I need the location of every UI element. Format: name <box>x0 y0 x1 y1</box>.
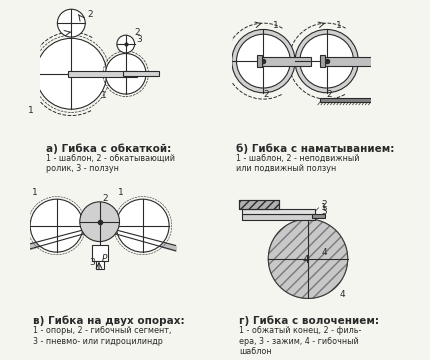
Text: 1 - обжатый конец, 2 - филь-
ера, 3 - зажим, 4 - гибочный
шаблон: 1 - обжатый конец, 2 - филь- ера, 3 - за… <box>239 326 362 356</box>
Text: 4: 4 <box>303 255 309 265</box>
Text: 2: 2 <box>88 10 93 19</box>
Text: 1: 1 <box>336 21 342 30</box>
Circle shape <box>300 34 353 88</box>
Text: 1: 1 <box>273 21 279 30</box>
Text: в) Гибка на двух опорах:: в) Гибка на двух опорах: <box>33 316 184 326</box>
Circle shape <box>36 38 107 109</box>
Text: 3: 3 <box>321 207 327 216</box>
Bar <box>261 57 311 66</box>
Text: 2: 2 <box>135 28 140 37</box>
Text: 1 - опоры, 2 - гибочный сегмент,
3 - пневмо- или гидроцилиндр: 1 - опоры, 2 - гибочный сегмент, 3 - пне… <box>33 326 171 346</box>
Text: 1: 1 <box>117 188 123 197</box>
Bar <box>320 98 372 102</box>
Bar <box>123 71 159 76</box>
Circle shape <box>116 199 169 252</box>
Circle shape <box>237 34 290 88</box>
Circle shape <box>57 9 85 37</box>
Bar <box>95 261 104 269</box>
Text: 1 - шаблон, 2 - обкатывающий
ролик, 3 - ползун: 1 - шаблон, 2 - обкатывающий ролик, 3 - … <box>46 153 175 173</box>
Bar <box>68 71 137 77</box>
Text: б) Гибка с наматыванием:: б) Гибка с наматыванием: <box>236 143 394 154</box>
Text: 2: 2 <box>263 90 269 99</box>
Circle shape <box>232 30 295 93</box>
Text: 1 - шаблон, 2 - неподвижный
или подвижный ползун: 1 - шаблон, 2 - неподвижный или подвижны… <box>236 153 359 173</box>
Text: P: P <box>101 255 107 264</box>
Bar <box>239 200 279 209</box>
Bar <box>312 214 325 219</box>
Text: 3: 3 <box>136 35 141 44</box>
Text: 2: 2 <box>102 194 108 203</box>
Bar <box>242 214 315 220</box>
Text: г) Гибка с волочением:: г) Гибка с волочением: <box>239 316 379 326</box>
Circle shape <box>30 199 83 252</box>
Bar <box>242 209 315 214</box>
Bar <box>92 246 108 261</box>
Text: а) Гибка с обкаткой:: а) Гибка с обкаткой: <box>46 143 171 154</box>
Circle shape <box>105 54 146 94</box>
Circle shape <box>295 30 358 93</box>
Text: 1: 1 <box>321 203 327 212</box>
Text: 1: 1 <box>101 91 107 100</box>
Text: 4: 4 <box>321 248 327 257</box>
Circle shape <box>268 219 348 298</box>
Bar <box>257 55 262 67</box>
Bar <box>320 55 326 67</box>
Text: 2: 2 <box>321 200 327 209</box>
Circle shape <box>117 35 135 53</box>
Text: 1: 1 <box>28 106 34 115</box>
Text: 2: 2 <box>326 90 332 99</box>
Circle shape <box>80 202 120 242</box>
Circle shape <box>268 219 348 298</box>
Bar <box>325 57 374 66</box>
Text: 3: 3 <box>89 258 95 267</box>
Bar <box>239 200 279 209</box>
Text: 4: 4 <box>340 290 345 299</box>
Text: 1: 1 <box>31 188 37 197</box>
